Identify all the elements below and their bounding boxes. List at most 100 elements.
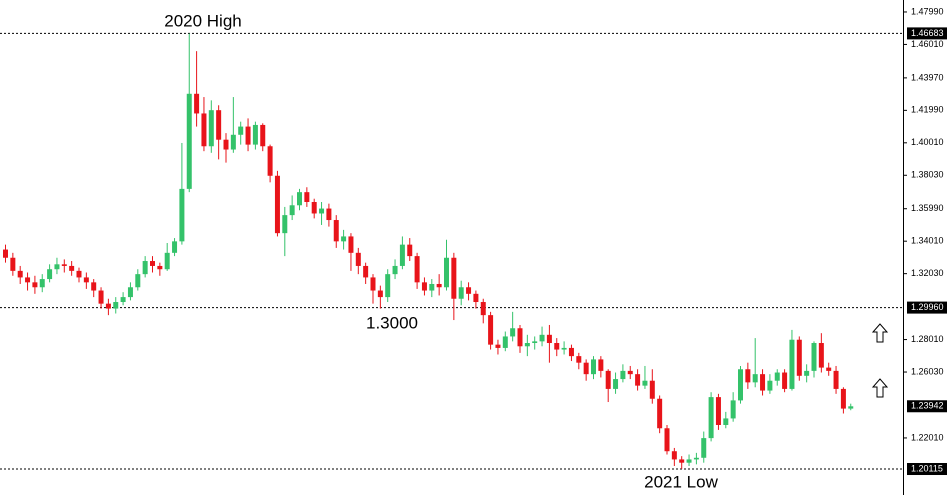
annotation: 1.3000 (366, 313, 418, 332)
candle-body (686, 459, 692, 463)
candle-body (179, 188, 185, 242)
y-tick-label: 1.43970 (911, 72, 944, 82)
candle-body (693, 457, 699, 460)
candle-body (3, 249, 8, 258)
candle-body (804, 370, 810, 376)
candle-body (598, 359, 604, 371)
candle-body (348, 236, 354, 253)
candle-body (91, 282, 97, 291)
candle-body (297, 192, 302, 206)
candle-body (774, 372, 780, 381)
candle-body (98, 290, 104, 304)
candle-body (738, 369, 743, 401)
candle-body (47, 269, 53, 280)
arrow-icon (871, 378, 889, 398)
candle-body (708, 397, 714, 439)
candle-body (341, 236, 347, 242)
candle-body (289, 205, 295, 216)
candle-body (510, 328, 516, 337)
candle-body (32, 282, 38, 288)
candle-body (223, 139, 229, 150)
candle-body (252, 124, 258, 145)
level-label-box (907, 400, 947, 413)
arrow-icon (871, 323, 889, 343)
candle-body (333, 220, 339, 242)
level-label: 1.46683 (911, 28, 944, 38)
candle-body (458, 287, 464, 299)
candle-body (76, 270, 82, 278)
candle-body (451, 257, 457, 299)
candle-body (61, 264, 67, 266)
level-label: 1.29960 (911, 302, 944, 312)
candle-body (10, 257, 16, 271)
candle-body (605, 370, 611, 389)
candle-body (142, 261, 148, 275)
candle-body (157, 265, 163, 270)
candle-body (502, 336, 508, 348)
candle-body (421, 282, 427, 291)
candle-body (216, 110, 222, 140)
candle-body (833, 370, 839, 389)
candle-body (370, 277, 376, 291)
y-tick-label: 1.41990 (911, 105, 944, 115)
annotation: 2020 High (164, 11, 242, 30)
candle-body (444, 257, 449, 288)
candle-body (164, 252, 170, 270)
candle-body (701, 438, 707, 458)
candle-body (304, 192, 310, 203)
candle-body (679, 459, 685, 463)
y-tick-label: 1.22010 (911, 432, 944, 442)
candle-body (657, 398, 663, 429)
candle-body (429, 283, 435, 291)
candle-body (782, 372, 788, 389)
annotation: 2021 Low (644, 472, 718, 491)
candle-body (848, 406, 854, 409)
candle-body (230, 134, 236, 150)
candle-body (473, 293, 479, 303)
candle-body (767, 380, 773, 391)
candle-body (642, 380, 648, 386)
candle-body (561, 347, 567, 350)
candle-body (69, 265, 75, 271)
candle-body (172, 241, 178, 253)
candle-body (576, 356, 582, 363)
candle-body (480, 302, 486, 316)
candle-body (414, 256, 420, 283)
candle-body (407, 244, 413, 257)
candle-body (17, 270, 23, 278)
candle-body (363, 265, 369, 278)
y-tick-label: 1.34010 (911, 236, 944, 246)
candle-body (377, 290, 383, 298)
y-tick-label: 1.32030 (911, 268, 944, 278)
candle-body (840, 388, 846, 409)
candle-body (627, 370, 633, 375)
candle-body (39, 279, 45, 288)
y-tick-label: 1.46010 (911, 39, 944, 49)
candle-body (25, 277, 31, 283)
candle-body (517, 328, 523, 347)
candle-body (150, 261, 155, 266)
candle-body (789, 339, 795, 389)
candle-body (752, 374, 758, 383)
candle-body (613, 379, 619, 389)
y-tick-label: 1.26030 (911, 366, 944, 376)
candle-body (245, 126, 251, 145)
candle-body (399, 244, 405, 266)
candle-body (120, 297, 126, 303)
candle-body (54, 264, 60, 270)
candle-body (274, 175, 280, 234)
y-tick-label: 1.38030 (911, 170, 944, 180)
candle-body (730, 400, 736, 419)
candle-body (385, 274, 391, 298)
candle-body (546, 334, 552, 344)
candle-body (723, 418, 729, 425)
candle-body (260, 124, 266, 147)
candle-body (818, 343, 824, 368)
candle-body (238, 126, 244, 135)
candle-body (811, 343, 817, 371)
candle-body (539, 334, 545, 342)
candle-body (194, 93, 200, 114)
candle-body (282, 215, 288, 234)
y-tick-label: 1.40010 (911, 137, 944, 147)
candle-body (267, 146, 273, 176)
